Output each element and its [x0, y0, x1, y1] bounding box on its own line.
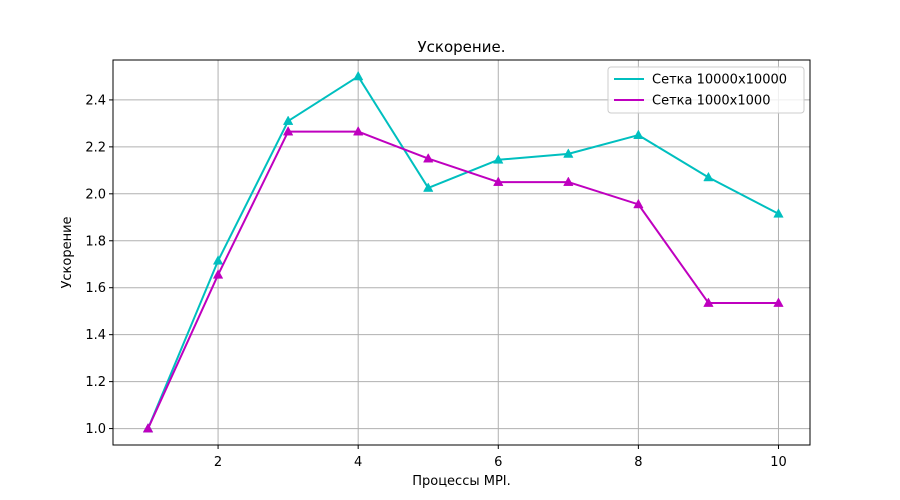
series-2-point: [212, 269, 224, 279]
x-tick-label: 10: [770, 455, 787, 470]
series-1: [142, 70, 784, 433]
series-2-point: [633, 198, 644, 209]
series-1-point: [493, 154, 504, 164]
series-1-point: [773, 208, 784, 218]
series-1-point: [563, 148, 574, 158]
y-axis-label: Ускорение: [60, 216, 75, 288]
series-2-point: [703, 297, 714, 307]
series-2: [142, 126, 784, 433]
series-2-point: [142, 423, 154, 433]
x-tick-label: 4: [354, 455, 362, 470]
series-2-point: [493, 176, 504, 186]
legend-label-series-1: Сетка 10000x10000: [652, 73, 787, 88]
x-tick-label: 6: [494, 455, 502, 470]
series-2-point: [282, 126, 294, 136]
y-tick-label: 1.0: [85, 422, 106, 437]
series-2-point: [563, 176, 574, 186]
series-2-point: [423, 153, 434, 163]
series-2-point: [353, 126, 364, 136]
legend-box: [607, 66, 805, 114]
legend: Сетка 10000x10000 Сетка 1000x1000: [607, 66, 805, 114]
x-axis-label: Процессы MPI.: [412, 474, 511, 489]
y-axis-ticks: 1.0 1.2 1.4 1.6 1.8 2.0 2.2 2.4: [85, 93, 113, 437]
series-1-point: [703, 171, 714, 182]
series-1-point: [353, 70, 364, 81]
x-tick-label: 8: [634, 455, 642, 470]
chart-title: Ускорение.: [418, 38, 506, 56]
series-layer: [142, 70, 784, 433]
y-tick-label: 2.4: [85, 93, 106, 108]
series-2-point: [773, 297, 784, 307]
x-axis-ticks: 2 4 6 8 10: [214, 445, 787, 470]
grid: [113, 60, 810, 445]
plot-frame: [112, 59, 811, 446]
y-tick-label: 1.4: [85, 328, 106, 343]
series-1-line: [147, 75, 779, 429]
legend-label-series-2: Сетка 1000x1000: [652, 94, 770, 109]
series-1-point: [212, 255, 224, 265]
y-tick-label: 1.8: [85, 234, 106, 249]
x-tick-label: 2: [214, 455, 222, 470]
y-tick-label: 1.6: [85, 281, 106, 296]
series-1-point: [423, 182, 434, 192]
series-1-point: [633, 129, 644, 139]
y-tick-label: 2.0: [85, 187, 106, 202]
series-1-point: [282, 115, 294, 125]
series-2-line: [147, 130, 779, 429]
y-tick-label: 2.2: [85, 140, 106, 155]
y-tick-label: 1.2: [85, 375, 106, 390]
